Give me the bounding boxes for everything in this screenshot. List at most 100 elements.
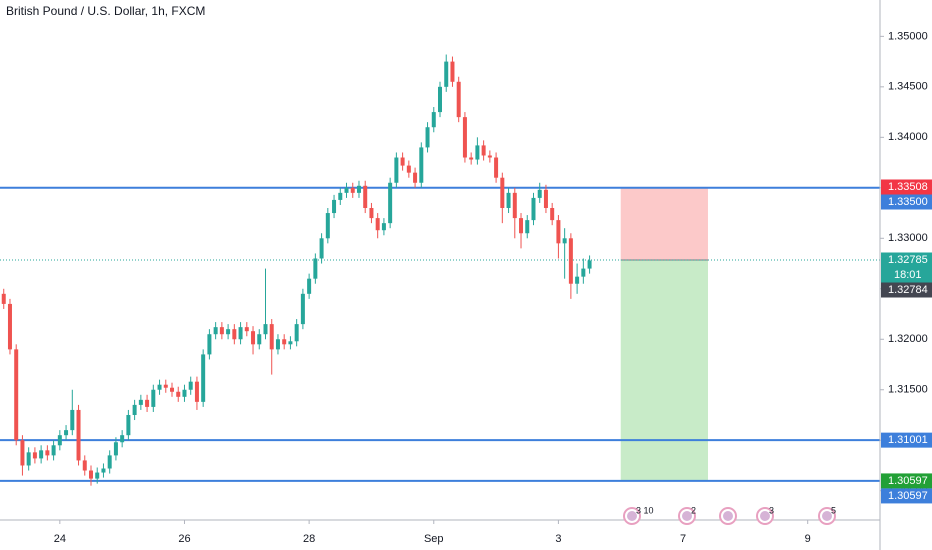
candle-body [213, 327, 218, 335]
candle-body [39, 450, 44, 459]
x-tick-label: 7 [680, 533, 686, 545]
candle-body [176, 391, 181, 397]
candle-body [194, 381, 199, 402]
candle-body [219, 327, 224, 335]
candle-body [145, 399, 150, 407]
candle-body [138, 399, 143, 405]
candle-body [132, 404, 137, 415]
stop-zone [620, 186, 708, 260]
candle-body [294, 324, 299, 342]
candle-body [487, 155, 492, 158]
candle-body [32, 452, 37, 459]
y-tick-label: 1.34000 [888, 131, 928, 143]
candle-body [76, 409, 81, 461]
candle-body [107, 455, 112, 469]
candle-body [226, 329, 231, 335]
price-label: 1.32785 [888, 254, 928, 266]
y-tick-label: 1.31500 [888, 384, 928, 396]
candle-body [319, 238, 324, 259]
candle-body [313, 258, 318, 279]
price-label-box [881, 179, 932, 195]
candle-body [170, 387, 175, 392]
price-label-box [881, 194, 932, 210]
candle-body [419, 147, 424, 183]
candle-body [120, 435, 125, 443]
candle-body [20, 440, 25, 466]
candle-body [344, 187, 349, 193]
price-label-box [881, 252, 932, 268]
candle-body [500, 177, 505, 208]
candle-body [88, 470, 93, 479]
candle-body [57, 435, 62, 446]
price-label-box [881, 267, 932, 283]
price-label: 1.33508 [888, 181, 928, 193]
candle-body [182, 389, 187, 397]
candle-body [494, 157, 499, 178]
candle-body [163, 384, 168, 388]
price-label: 18:01 [894, 269, 922, 281]
y-tick-label: 1.33000 [888, 232, 928, 244]
price-label-box [881, 488, 932, 504]
plot [0, 54, 880, 486]
x-tick-label: 28 [303, 533, 315, 545]
price-label: 1.33500 [888, 196, 928, 208]
candle-body [550, 208, 555, 221]
event-flag [682, 511, 692, 521]
candle-body [562, 238, 567, 244]
candle-body [363, 185, 368, 208]
candle-body [126, 414, 131, 436]
candle-body [26, 452, 31, 466]
candle-body [581, 268, 586, 277]
x-tick-label: Sep [424, 533, 444, 545]
candle-body [338, 192, 343, 200]
candle-body [325, 213, 330, 239]
event-flag [822, 511, 832, 521]
candle-body [462, 117, 467, 158]
candle-body [369, 208, 374, 219]
event-flag [723, 511, 733, 521]
event-count: 3 [769, 505, 774, 515]
candle-body [400, 157, 405, 166]
x-tick-label: 26 [178, 533, 190, 545]
candle-body [475, 145, 480, 160]
candle-body [512, 192, 517, 219]
candle-body [51, 445, 56, 456]
x-tick-label: 24 [54, 533, 66, 545]
candle-body [543, 189, 548, 208]
x-tick-label: 9 [805, 533, 811, 545]
candle-body [394, 157, 399, 183]
candle-body [232, 329, 237, 340]
price-label-box [881, 432, 932, 448]
candle-body [450, 61, 455, 82]
candle-body [413, 172, 418, 183]
chart-title: British Pound / U.S. Dollar, 1h, FXCM [6, 4, 205, 18]
candle-body [469, 157, 474, 160]
candle-body [157, 384, 162, 390]
candle-body [431, 112, 436, 128]
candle-body [1, 293, 6, 304]
price-label: 1.31001 [888, 434, 928, 446]
candle-body [350, 187, 355, 193]
candle-body [568, 238, 573, 284]
candle-body [556, 220, 561, 244]
candle-body [207, 334, 212, 355]
candle-body [201, 354, 206, 402]
candle-body [481, 145, 486, 156]
event-flag [627, 511, 637, 521]
candle-body [14, 349, 19, 441]
candle-body [269, 324, 274, 350]
y-tick-label: 1.32000 [888, 333, 928, 345]
candle-body [288, 341, 293, 345]
price-label: 1.32784 [888, 284, 928, 296]
candle-body [151, 389, 156, 407]
candle-body [101, 468, 106, 473]
candle-body [45, 450, 50, 456]
event-count: 3 10 [636, 505, 654, 515]
candle-body [531, 197, 536, 221]
candle-body [300, 293, 305, 325]
candle-body [70, 409, 75, 431]
candle-body [188, 381, 193, 390]
